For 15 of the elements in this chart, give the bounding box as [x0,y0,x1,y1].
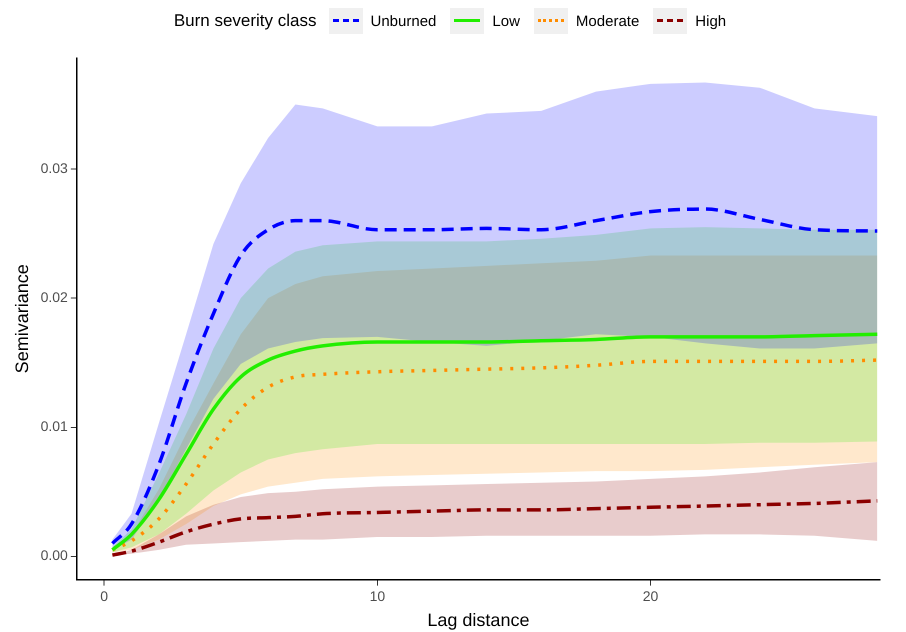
x-tick-label: 20 [642,588,659,604]
legend-label: Moderate [576,12,640,30]
line-series [110,499,880,557]
legend-label: High [695,12,726,30]
x-axis-title: Lag distance [427,610,530,630]
legend-label: Unburned [370,12,436,30]
y-tick-label: 0.00 [40,547,68,564]
y-tick-label: 0.03 [40,160,68,176]
x-tick-label: 0 [100,588,108,604]
y-tick-label: 0.01 [40,418,68,434]
legend-label: Low [492,12,520,30]
legend-title: Burn severity class [174,11,316,31]
x-tick-label: 10 [370,588,386,604]
y-tick-label: 0.02 [40,289,68,305]
y-axis-title: Semivariance [12,264,32,374]
